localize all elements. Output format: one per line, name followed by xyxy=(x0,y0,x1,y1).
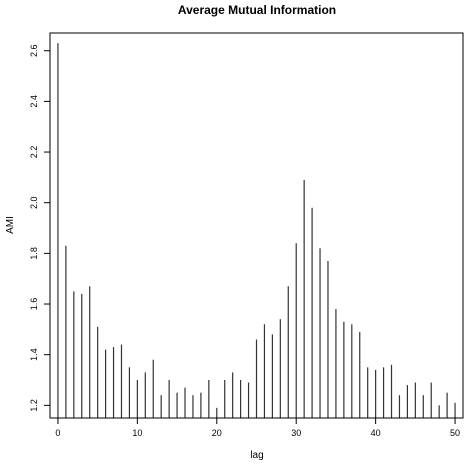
chart-title: Average Mutual Information xyxy=(178,3,336,17)
y-axis-label: AMI xyxy=(5,216,16,234)
y-tick-label: 2.0 xyxy=(29,196,39,209)
y-tick-label: 1.8 xyxy=(29,247,39,260)
y-tick-label: 2.2 xyxy=(29,146,39,159)
x-tick-label: 40 xyxy=(371,428,381,438)
x-axis-label: lag xyxy=(250,450,263,461)
x-tick-label: 30 xyxy=(291,428,301,438)
y-tick-label: 2.4 xyxy=(29,95,39,108)
y-tick-label: 1.6 xyxy=(29,298,39,311)
x-tick-label: 50 xyxy=(450,428,460,438)
y-tick-label: 2.6 xyxy=(29,44,39,57)
y-axis: 1.2 1.4 1.6 1.8 2.0 2.2 2.4 2.6 xyxy=(29,44,50,412)
x-axis: 0 10 20 30 40 50 xyxy=(55,418,460,438)
x-tick-label: 20 xyxy=(212,428,222,438)
x-tick-label: 10 xyxy=(132,428,142,438)
plot-bars xyxy=(57,43,456,418)
plot-frame xyxy=(49,32,464,419)
y-tick-label: 1.2 xyxy=(29,399,39,412)
y-tick-label: 1.4 xyxy=(29,348,39,361)
x-tick-label: 0 xyxy=(55,428,60,438)
